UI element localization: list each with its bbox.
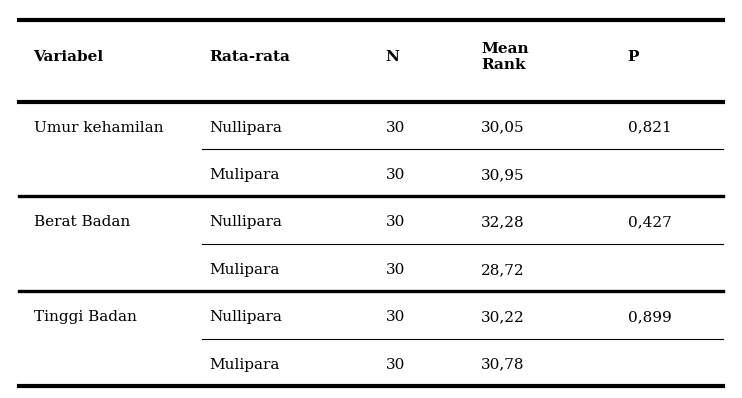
Text: 30,05: 30,05 — [481, 121, 525, 135]
Text: Tinggi Badan: Tinggi Badan — [33, 310, 137, 324]
Text: P: P — [628, 50, 640, 64]
Text: Umur kehamilan: Umur kehamilan — [33, 121, 163, 135]
Text: 0,821: 0,821 — [628, 121, 672, 135]
Text: 30,95: 30,95 — [481, 168, 525, 182]
Text: Berat Badan: Berat Badan — [33, 215, 130, 230]
Text: 0,899: 0,899 — [628, 310, 672, 324]
Text: Nullipara: Nullipara — [209, 310, 283, 324]
Text: Mean
Rank: Mean Rank — [481, 42, 528, 72]
Text: 30: 30 — [386, 358, 405, 372]
Text: Mulipara: Mulipara — [209, 263, 280, 277]
Text: 0,427: 0,427 — [628, 215, 672, 230]
Text: 30: 30 — [386, 121, 405, 135]
Text: 30,78: 30,78 — [481, 358, 525, 372]
Text: 30: 30 — [386, 310, 405, 324]
Text: N: N — [386, 50, 399, 64]
Text: 32,28: 32,28 — [481, 215, 525, 230]
Text: 30: 30 — [386, 263, 405, 277]
Text: 30: 30 — [386, 168, 405, 182]
Text: Mulipara: Mulipara — [209, 358, 280, 372]
Text: 30: 30 — [386, 215, 405, 230]
Text: Variabel: Variabel — [33, 50, 104, 64]
Text: Nullipara: Nullipara — [209, 215, 283, 230]
Text: Nullipara: Nullipara — [209, 121, 283, 135]
Text: Rata-rata: Rata-rata — [209, 50, 290, 64]
Text: Mulipara: Mulipara — [209, 168, 280, 182]
Text: 30,22: 30,22 — [481, 310, 525, 324]
Text: 28,72: 28,72 — [481, 263, 525, 277]
